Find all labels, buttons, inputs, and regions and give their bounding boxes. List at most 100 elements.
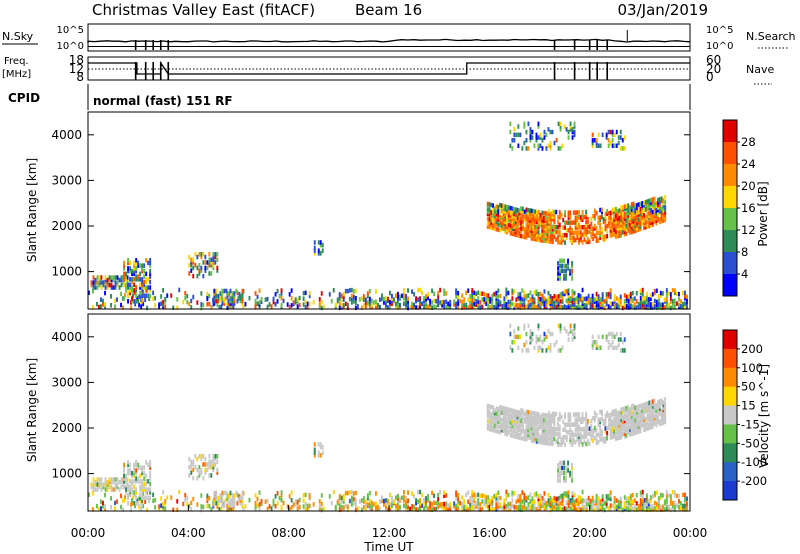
velocity-cell bbox=[637, 424, 640, 429]
velocity-cell bbox=[481, 506, 484, 512]
power-cell bbox=[673, 305, 676, 310]
power-cell bbox=[565, 227, 568, 233]
power-cell bbox=[521, 214, 524, 219]
power-cell bbox=[621, 138, 624, 143]
velocity-cell bbox=[523, 411, 526, 417]
power-cell bbox=[139, 293, 142, 298]
velocity-cell bbox=[643, 507, 646, 512]
velocity-cell bbox=[221, 498, 224, 503]
velocity-cell bbox=[544, 425, 547, 431]
power-cell bbox=[145, 293, 148, 298]
power-cell bbox=[141, 299, 144, 304]
velocity-cell bbox=[509, 323, 512, 329]
colorbar-segment bbox=[723, 230, 737, 253]
power-cell bbox=[655, 206, 658, 211]
power-cell bbox=[623, 302, 626, 307]
power-cell bbox=[208, 301, 211, 307]
velocity-cell bbox=[514, 434, 517, 439]
power-cell bbox=[473, 304, 476, 310]
velocity-cell bbox=[613, 424, 616, 429]
velocity-cell bbox=[671, 503, 674, 508]
power-cell bbox=[527, 217, 530, 223]
velocity-cell bbox=[636, 415, 638, 420]
power-cell bbox=[509, 121, 512, 127]
velocity-cell bbox=[682, 503, 684, 509]
power-cell bbox=[215, 298, 218, 304]
power-cell bbox=[585, 296, 588, 301]
power-cell bbox=[630, 229, 633, 235]
velocity-cell bbox=[631, 492, 634, 498]
velocity-cell bbox=[548, 428, 551, 434]
velocity-cell bbox=[489, 501, 492, 506]
colorbar-segment bbox=[723, 348, 737, 369]
power-cell bbox=[313, 248, 316, 253]
velocity-cell bbox=[391, 498, 393, 503]
velocity-cell bbox=[571, 465, 573, 471]
power-cell bbox=[486, 216, 489, 222]
velocity-cell bbox=[248, 497, 251, 503]
power-cell bbox=[108, 277, 111, 283]
power-cell bbox=[210, 260, 213, 265]
power-cell bbox=[98, 275, 101, 280]
velocity-cell bbox=[381, 498, 383, 504]
velocity-cell bbox=[506, 429, 508, 434]
power-cell bbox=[114, 304, 116, 309]
velocity-cell bbox=[550, 441, 552, 446]
velocity-cell bbox=[523, 342, 526, 348]
velocity-cell bbox=[431, 490, 433, 496]
power-cell bbox=[276, 289, 279, 294]
velocity-cell bbox=[125, 473, 127, 479]
velocity-cell bbox=[553, 416, 556, 422]
power-cell bbox=[520, 206, 523, 211]
velocity-cell bbox=[525, 414, 528, 419]
power-cell bbox=[662, 218, 665, 223]
velocity-cell bbox=[586, 419, 589, 424]
power-cell bbox=[606, 223, 609, 229]
power-cell bbox=[395, 293, 397, 298]
velocity-cell bbox=[639, 498, 642, 503]
velocity-cell bbox=[660, 408, 663, 413]
power-cell bbox=[198, 252, 201, 257]
power-cell bbox=[497, 217, 500, 222]
velocity-cell bbox=[537, 501, 540, 506]
velocity-cell bbox=[467, 490, 470, 495]
velocity-cell bbox=[513, 426, 516, 431]
velocity-cell bbox=[120, 477, 123, 482]
power-cell bbox=[531, 135, 534, 140]
velocity-cell bbox=[127, 484, 129, 490]
power-cell bbox=[92, 285, 95, 290]
power-cell bbox=[122, 280, 125, 285]
velocity-cell bbox=[545, 334, 548, 340]
velocity-cell bbox=[529, 340, 532, 345]
power-cell bbox=[611, 129, 614, 135]
velocity-cell bbox=[559, 348, 562, 353]
velocity-cell bbox=[525, 432, 528, 437]
power-cell bbox=[123, 271, 125, 277]
velocity-cell bbox=[605, 498, 608, 503]
velocity-cell bbox=[241, 503, 244, 508]
power-cell bbox=[290, 296, 293, 301]
power-cell bbox=[555, 224, 558, 230]
power-cell bbox=[152, 290, 155, 296]
power-cell bbox=[618, 218, 621, 223]
velocity-cell bbox=[541, 499, 544, 505]
velocity-cell bbox=[601, 412, 603, 417]
power-cell bbox=[354, 300, 357, 305]
power-cell bbox=[657, 200, 659, 205]
power-cell bbox=[317, 240, 320, 245]
power-cell bbox=[114, 285, 117, 290]
power-cell bbox=[532, 226, 535, 232]
power-cell bbox=[655, 211, 658, 216]
velocity-cell bbox=[123, 473, 125, 479]
velocity-cell bbox=[504, 411, 507, 416]
power-cell bbox=[635, 305, 638, 310]
velocity-cell bbox=[516, 414, 519, 420]
power-cell bbox=[574, 210, 577, 215]
velocity-cell bbox=[569, 432, 572, 437]
power-cell bbox=[112, 285, 115, 290]
power-cell bbox=[192, 273, 195, 279]
power-cell bbox=[292, 300, 295, 305]
power-cell bbox=[531, 129, 534, 135]
velocity-cell bbox=[537, 323, 540, 329]
power-cell bbox=[651, 217, 654, 222]
